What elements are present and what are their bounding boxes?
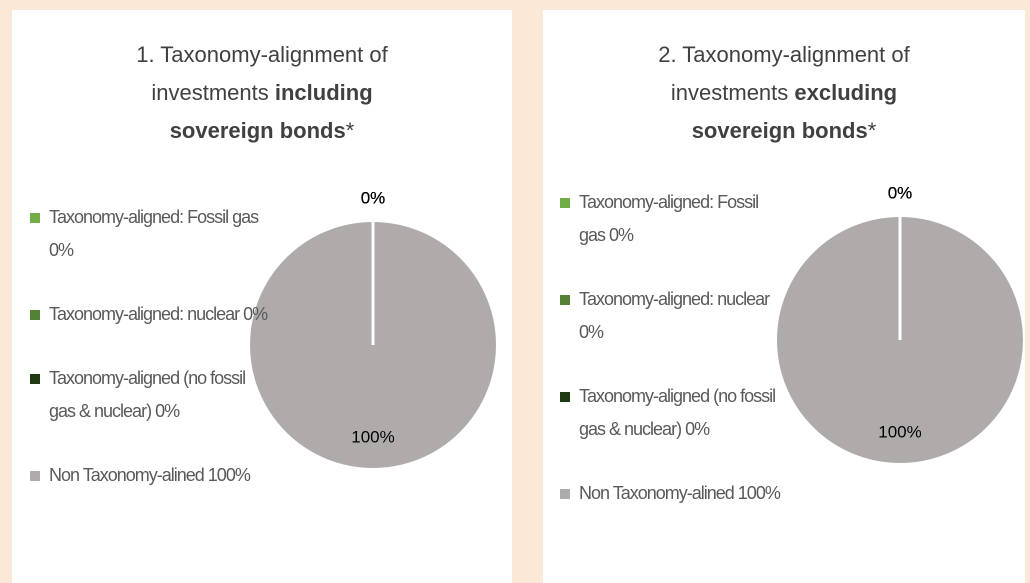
legend-swatch [560,198,570,208]
legend-item: Non Taxonomy-alined 100% [30,459,275,492]
chart-panel: 0% 0% 0% 100% 1. Taxonomy-alignment of inves… [12,10,512,583]
legend: Taxonomy-aligned: Fossil gas 0% Taxonomy-… [560,186,788,541]
legend-item: Non Taxonomy-alined 100% [560,477,788,510]
legend-label: Taxonomy-aligned (no fossil gas & nuclea… [579,386,776,439]
legend-value: 100% [207,465,251,485]
legend-item: Taxonomy-aligned: Fossil gas 0% [30,201,275,267]
legend-item: Taxonomy-aligned: nuclear 0% [560,283,788,349]
legend-value: 0% [685,419,710,439]
legend-swatch [30,310,40,320]
legend-swatch [560,295,570,305]
legend-label: Taxonomy-aligned: Fossil gas [49,207,259,227]
legend-swatch [560,489,570,499]
legend-value: 0% [579,322,604,342]
data-label: 0% [888,183,913,202]
title-bold: including sovereign bonds [169,80,373,143]
title-suffix: * [867,118,877,143]
legend-value: 0% [609,225,634,245]
data-label: 100% [351,427,394,446]
legend-text: Taxonomy-aligned (no fossil gas & nuclea… [49,362,275,428]
title-text: 2. Taxonomy-alignment of investments [658,42,910,105]
legend-label: Non Taxonomy-alined [579,483,735,503]
legend-value: 100% [737,483,781,503]
legend-value: 0% [49,240,74,260]
legend-item: Taxonomy-aligned: nuclear 0% [30,298,275,331]
legend-item: Taxonomy-aligned (no fossil gas & nuclea… [560,380,788,446]
chart-title: 2. Taxonomy-alignment of investments exc… [629,36,939,150]
title-suffix: * [345,118,355,143]
legend-text: Non Taxonomy-alined 100% [579,477,781,510]
legend-item: Taxonomy-aligned (no fossil gas & nuclea… [30,362,275,428]
legend-text: Taxonomy-aligned: Fossil gas 0% [49,201,275,267]
data-label: 0% [888,183,913,202]
legend-label: Taxonomy-aligned: nuclear [579,289,770,309]
title-bold: excluding sovereign bonds [691,80,898,143]
legend-item: Taxonomy-aligned: Fossil gas 0% [560,186,788,252]
legend-swatch [560,392,570,402]
legend: Taxonomy-aligned: Fossil gas 0% Taxonomy-… [30,201,275,523]
legend-swatch [30,213,40,223]
data-label: 0% [888,183,913,202]
legend-label: Taxonomy-aligned: nuclear [49,304,240,324]
legend-label: Taxonomy-aligned (no fossil gas & nuclea… [49,368,246,421]
data-label: 0% [361,188,386,207]
legend-value: 0% [243,304,268,324]
chart-panel: 0% 0% 0% 100% 2. Taxonomy-alignment of inves… [543,10,1025,583]
data-label: 0% [361,188,386,207]
title-text: 1. Taxonomy-alignment of investments [136,42,388,105]
data-label: 0% [361,188,386,207]
legend-text: Non Taxonomy-alined 100% [49,459,251,492]
pie-chart: 0%0%0%100% [248,188,498,470]
legend-text: Taxonomy-aligned (no fossil gas & nuclea… [579,380,788,446]
legend-text: Taxonomy-aligned: Fossil gas 0% [579,186,788,252]
legend-swatch [30,374,40,384]
chart-title: 1. Taxonomy-alignment of investments inc… [107,36,417,150]
legend-label: Taxonomy-aligned: Fossil gas [579,192,759,245]
legend-swatch [30,471,40,481]
pie-chart: 0%0%0%100% [775,183,1025,465]
data-label: 100% [878,422,921,441]
legend-value: 0% [155,401,180,421]
legend-text: Taxonomy-aligned: nuclear 0% [579,283,788,349]
legend-label: Non Taxonomy-alined [49,465,205,485]
legend-text: Taxonomy-aligned: nuclear 0% [49,298,268,331]
